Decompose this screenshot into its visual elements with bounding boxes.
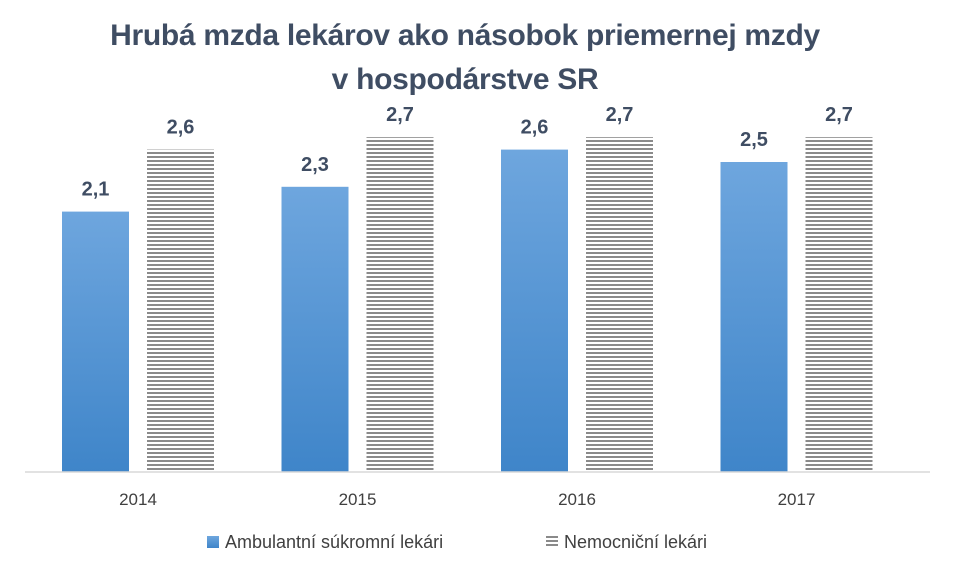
bar-ambulantni-sukromni-lekari-2015 xyxy=(281,186,349,473)
x-tick-label-2014: 2014 xyxy=(119,490,157,509)
legend-swatch-nemocnicni xyxy=(546,536,558,548)
bar-nemocnicni-lekari-2017 xyxy=(805,137,873,472)
x-tick-label-2015: 2015 xyxy=(339,490,377,509)
data-label-ambulantni-sukromni-lekari-2017: 2,5 xyxy=(740,129,768,151)
chart-title-line-1: Hrubá mzda lekárov ako násobok priemerne… xyxy=(110,19,820,52)
bar-nemocnicni-lekari-2016 xyxy=(586,137,653,472)
data-label-nemocnicni-lekari-2016: 2,7 xyxy=(606,104,634,126)
data-label-ambulantni-sukromni-lekari-2016: 2,6 xyxy=(521,117,549,139)
bar-ambulantni-sukromni-lekari-2017 xyxy=(720,162,788,472)
data-label-ambulantni-sukromni-lekari-2015: 2,3 xyxy=(301,154,329,176)
bars-layer xyxy=(62,137,873,473)
bar-nemocnicni-lekari-2014 xyxy=(147,149,214,472)
data-label-nemocnicni-lekari-2014: 2,6 xyxy=(167,117,195,139)
bar-ambulantni-sukromni-lekari-2016 xyxy=(501,149,568,472)
bar-ambulantni-sukromni-lekari-2014 xyxy=(62,211,129,472)
legend-swatch-ambulantni xyxy=(207,536,219,548)
labels-layer: 2,1 2,6 2014 2,3 2,7 2015 2,6 2,7 2016 2,5 2,7 2017 xyxy=(82,104,853,509)
legend-label-nemocnicni: Nemocniční lekári xyxy=(564,532,707,552)
bar-nemocnicni-lekari-2015 xyxy=(366,137,434,472)
data-label-nemocnicni-lekari-2017: 2,7 xyxy=(825,104,853,126)
chart-title-line-2: v hospodárstve SR xyxy=(331,63,599,96)
legend: Ambulantní súkromní lekári Nemocniční le… xyxy=(207,532,707,552)
data-label-nemocnicni-lekari-2015: 2,7 xyxy=(386,104,414,126)
legend-label-ambulantni: Ambulantní súkromní lekári xyxy=(225,532,443,552)
chart-title: Hrubá mzda lekárov ako násobok priemerne… xyxy=(0,14,930,102)
x-tick-label-2017: 2017 xyxy=(778,490,816,509)
x-tick-label-2016: 2016 xyxy=(558,490,596,509)
data-label-ambulantni-sukromni-lekari-2014: 2,1 xyxy=(82,179,110,201)
